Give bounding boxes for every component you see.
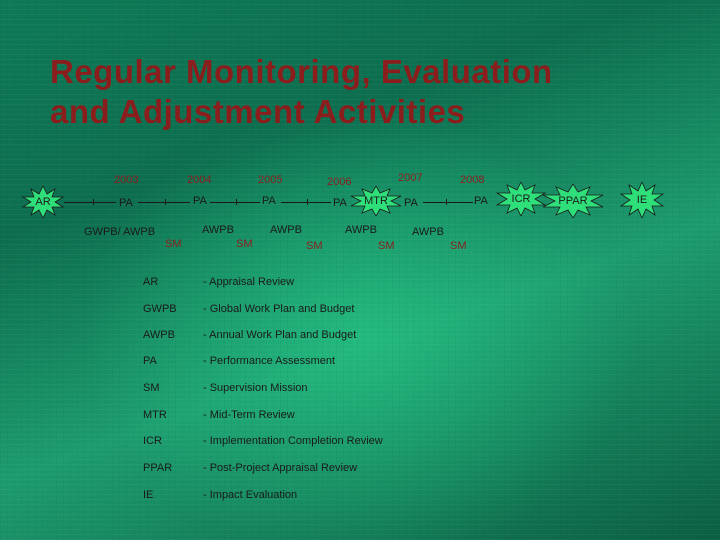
legend-row: AWPB - Annual Work Plan and Budget <box>143 329 543 345</box>
legend-row: ICR - Implementation Completion Review <box>143 435 543 451</box>
legend-abbr: IE <box>143 489 154 501</box>
starburst-shape <box>350 186 402 216</box>
legend-row: SM - Supervision Mission <box>143 382 543 398</box>
legend-definition: - Performance Assessment <box>203 355 336 367</box>
timeline-tick <box>93 199 94 205</box>
timeline-tick <box>446 199 447 205</box>
pa-label: PA <box>474 195 488 207</box>
starburst-shape <box>620 182 664 218</box>
legend-row: AR - Appraisal Review <box>143 276 543 292</box>
legend-definition: - Supervision Mission <box>203 382 308 394</box>
legend-definition: - Post-Project Appraisal Review <box>203 462 358 474</box>
legend-row: PPAR - Post-Project Appraisal Review <box>143 462 543 478</box>
pa-label: PA <box>193 195 207 207</box>
slide-title: Regular Monitoring, Evaluation and Adjus… <box>50 52 710 132</box>
year-label: 2006 <box>327 176 352 188</box>
year-label: 2003 <box>114 174 139 186</box>
timeline-segment <box>210 202 260 203</box>
milestone-ar-label: AR <box>35 196 51 208</box>
legend-abbr: MTR <box>143 409 167 421</box>
legend-abbr: ICR <box>143 435 162 447</box>
pa-label: PA <box>262 195 276 207</box>
year-label: 2007 <box>398 172 423 184</box>
legend-abbr: PPAR <box>143 462 173 474</box>
milestone-icr: ICR <box>496 182 546 216</box>
starburst-shape <box>496 182 546 216</box>
legend-definition: - Annual Work Plan and Budget <box>203 329 357 341</box>
gwpb-awpb-label: GWPB/ AWPB <box>84 226 156 238</box>
milestone-icr-label: ICR <box>511 193 531 205</box>
legend-definition: - Appraisal Review <box>203 276 295 288</box>
year-label: 2008 <box>460 174 485 186</box>
title-line-1: Regular Monitoring, Evaluation <box>50 53 553 90</box>
legend-definition: - Global Work Plan and Budget <box>203 303 355 315</box>
legend-abbr: SM <box>143 382 160 394</box>
legend-abbr: AR <box>143 276 159 288</box>
legend-abbr: PA <box>143 355 157 367</box>
milestone-ie: IE <box>620 182 664 218</box>
pa-label: PA <box>404 197 418 209</box>
legend-row: PA - Performance Assessment <box>143 355 543 371</box>
sm-label: SM <box>236 238 253 250</box>
starburst-shape <box>542 184 604 218</box>
milestone-ie-label: IE <box>636 194 648 206</box>
legend-row: MTR - Mid-Term Review <box>143 409 543 425</box>
year-label: 2004 <box>187 174 212 186</box>
legend-row: IE - Impact Evaluation <box>143 489 543 505</box>
legend-abbr: AWPB <box>143 329 175 341</box>
timeline-tick <box>307 199 308 205</box>
milestone-mtr: MTR <box>350 186 402 216</box>
awpb-label: AWPB <box>202 224 234 236</box>
sm-label: SM <box>378 240 395 252</box>
pa-label: PA <box>119 197 133 209</box>
legend-abbr: GWPB <box>143 303 177 315</box>
awpb-label: AWPB <box>345 224 377 236</box>
awpb-label: AWPB <box>412 226 444 238</box>
timeline-tick <box>236 199 237 205</box>
milestone-ppar-label: PPAR <box>558 195 588 207</box>
pa-label: PA <box>333 197 347 209</box>
title-line-2: and Adjustment Activities <box>50 93 466 130</box>
milestone-ppar: PPAR <box>542 184 604 218</box>
timeline-segment <box>281 202 331 203</box>
sm-label: SM <box>165 238 182 250</box>
legend-definition: - Impact Evaluation <box>203 489 298 501</box>
timeline-segment <box>423 202 473 203</box>
legend-definition: - Implementation Completion Review <box>203 435 383 447</box>
starburst-shape <box>22 186 64 218</box>
awpb-label: AWPB <box>270 224 302 236</box>
milestone-mtr-label: MTR <box>364 195 388 207</box>
milestone-ar: AR <box>22 186 64 218</box>
timeline-segment <box>138 202 190 203</box>
legend-definition: - Mid-Term Review <box>203 409 295 421</box>
year-label: 2005 <box>258 174 283 186</box>
timeline-segment <box>64 202 116 203</box>
legend-row: GWPB - Global Work Plan and Budget <box>143 303 543 319</box>
timeline-tick <box>165 199 166 205</box>
sm-label: SM <box>450 240 467 252</box>
sm-label: SM <box>306 240 323 252</box>
